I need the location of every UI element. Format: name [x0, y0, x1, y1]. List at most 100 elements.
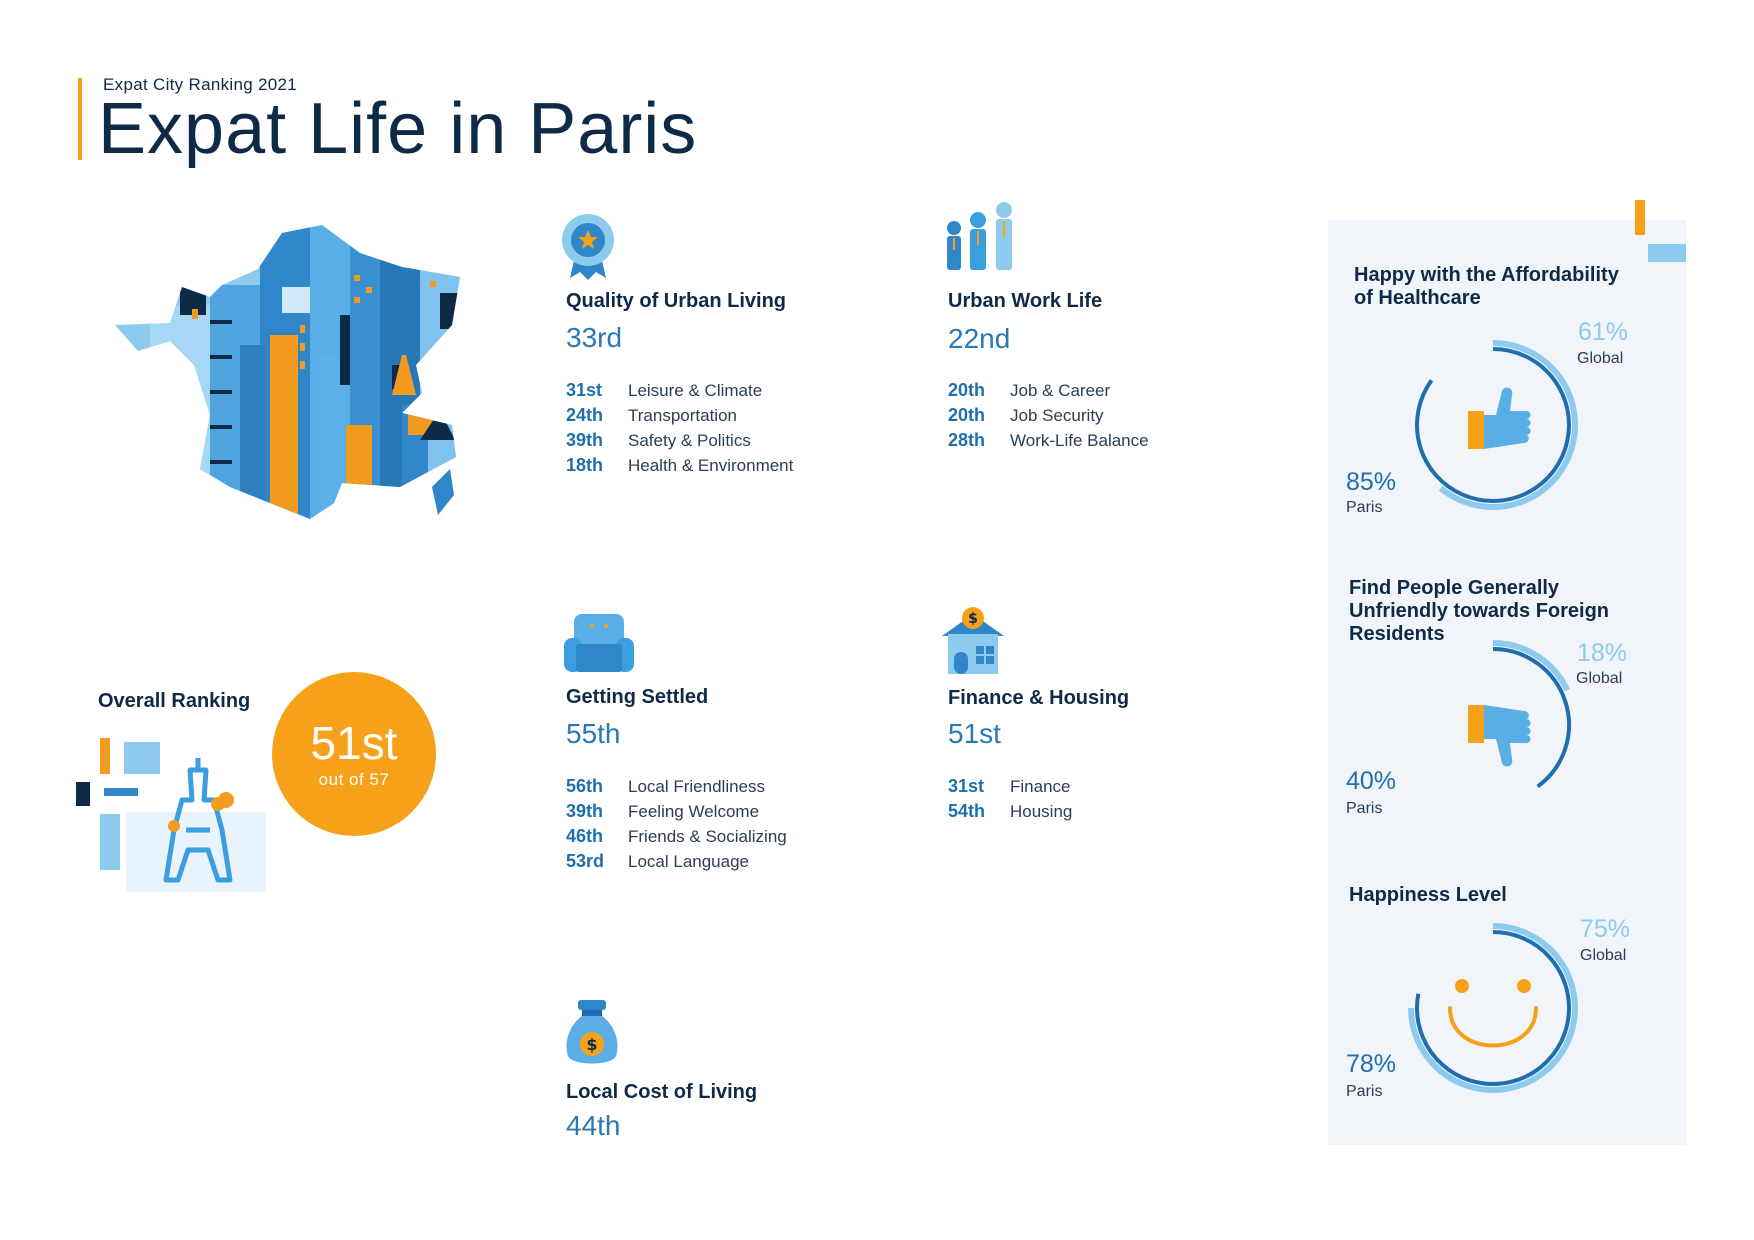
category-title-getting-settled: Getting Settled: [566, 686, 709, 708]
stat-ring-healthcare: [1415, 340, 1578, 510]
global-percent-healthcare: 61%: [1578, 318, 1629, 346]
list-item: 53rd Local Language: [566, 849, 787, 874]
sub-rank: 31st: [948, 776, 985, 796]
award-ribbon-icon: [562, 214, 614, 280]
paris-arc: [1492, 647, 1571, 789]
stat-title-line: Happiness Level: [1349, 884, 1507, 906]
france-city-illustration: [115, 225, 460, 519]
global-label-happiness: Global: [1580, 947, 1627, 964]
sub-rank: 54th: [948, 801, 986, 821]
category-rank-getting-settled: 55th: [566, 718, 621, 749]
paris-percent-happiness: 78%: [1346, 1050, 1397, 1078]
overall-rank-badge: 51st out of 57: [272, 672, 436, 836]
list-item: 39th Safety & Politics: [566, 428, 793, 453]
list-item: 20th Job & Career: [948, 378, 1149, 403]
stat-title-line: Happy with the Affordability: [1354, 264, 1619, 286]
business-people-icon: [947, 202, 1012, 270]
stat-title-healthcare: Happy with the Affordability of Healthca…: [1354, 264, 1619, 310]
sub-label: Safety & Politics: [628, 430, 751, 450]
stat-title-line: Unfriendly towards Foreign: [1349, 600, 1610, 622]
category-title-finance-housing: Finance & Housing: [948, 687, 1130, 709]
overall-rank-out-of: out of 57: [318, 770, 390, 789]
sub-ranking-list-getting-settled: 56th Local Friendliness 39th Feeling Welco…: [566, 774, 787, 874]
sub-label: Friends & Socializing: [628, 826, 787, 846]
stat-title-unfriendly: Find People Generally Unfriendly towards…: [1349, 577, 1609, 646]
category-title-urban-living: Quality of Urban Living: [566, 290, 787, 312]
paris-label-unfriendly: Paris: [1346, 800, 1383, 817]
list-item: 18th Health & Environment: [566, 453, 793, 478]
category-rank-finance-housing: 51st: [948, 718, 1001, 749]
statistics-panel: [1328, 220, 1686, 1145]
stat-title-line: of Healthcare: [1354, 287, 1481, 309]
category-rank-cost-of-living: 44th: [566, 1110, 621, 1141]
list-item: 24th Transportation: [566, 403, 793, 428]
sub-rank: 53rd: [566, 851, 605, 871]
sub-rank: 20th: [948, 380, 986, 400]
global-label-unfriendly: Global: [1576, 670, 1623, 687]
list-item: 46th Friends & Socializing: [566, 824, 787, 849]
list-item: 39th Feeling Welcome: [566, 799, 787, 824]
sub-rank: 39th: [566, 430, 604, 450]
list-item: 28th Work-Life Balance: [948, 428, 1149, 453]
paris-arc: [1415, 930, 1571, 1086]
global-percent-happiness: 75%: [1580, 915, 1631, 943]
svg-text:$: $: [968, 611, 978, 627]
corsica-shape: [432, 469, 454, 515]
paris-arc: [1415, 347, 1571, 503]
sub-rank: 18th: [566, 455, 604, 475]
global-percent-unfriendly: 18%: [1577, 639, 1628, 667]
sub-label: Housing: [1010, 801, 1073, 821]
global-arc: [1492, 640, 1570, 692]
sub-label: Feeling Welcome: [628, 801, 760, 821]
sub-rank: 24th: [566, 405, 604, 425]
sub-label: Work-Life Balance: [1010, 430, 1149, 450]
money-bag-icon: $: [566, 1000, 618, 1064]
list-item: 31st Leisure & Climate: [566, 378, 793, 403]
decorative-blue-block: [1648, 244, 1686, 262]
smiley-face-icon: [1448, 979, 1538, 1048]
sub-rank: 20th: [948, 405, 986, 425]
sub-ranking-list-urban-living: 31st Leisure & Climate 24th Transportation…: [566, 378, 793, 478]
category-rank-work-life: 22nd: [948, 323, 1011, 354]
category-rank-urban-living: 33rd: [566, 322, 623, 353]
sub-rank: 31st: [566, 380, 603, 400]
paris-percent-unfriendly: 40%: [1346, 767, 1397, 795]
svg-text:$: $: [586, 1035, 597, 1054]
armchair-icon: [564, 614, 634, 672]
paris-percent-healthcare: 85%: [1346, 468, 1397, 496]
sub-label: Local Language: [628, 851, 750, 871]
category-title-cost-of-living: Local Cost of Living: [566, 1081, 758, 1103]
list-item: 56th Local Friendliness: [566, 774, 787, 799]
sub-rank: 39th: [566, 801, 604, 821]
sub-rank: 28th: [948, 430, 986, 450]
global-arc: [1438, 340, 1578, 510]
sub-label: Job & Career: [1010, 380, 1111, 400]
page-title: Expat Life in Paris: [98, 89, 698, 169]
page-subtitle: Expat City Ranking 2021: [103, 75, 298, 94]
global-label-healthcare: Global: [1577, 350, 1624, 367]
sub-label: Leisure & Climate: [628, 380, 763, 400]
thumbs-up-icon: [1468, 387, 1531, 449]
sub-label: Health & Environment: [628, 455, 794, 475]
sub-ranking-list-finance-housing: 31st Finance 54th Housing: [948, 774, 1072, 824]
paris-label-healthcare: Paris: [1346, 499, 1383, 516]
eiffel-tower-illustration: [76, 738, 266, 892]
paris-label-happiness: Paris: [1346, 1083, 1383, 1100]
header-accent-bar: [78, 78, 82, 160]
thumbs-down-icon: [1468, 705, 1531, 767]
overall-ranking-label: Overall Ranking: [98, 690, 251, 712]
decorative-orange-bar: [1635, 200, 1645, 235]
list-item: 54th Housing: [948, 799, 1072, 824]
stat-title-happiness: Happiness Level: [1349, 884, 1507, 907]
stat-title-line: Residents: [1349, 623, 1445, 645]
stat-title-line: Find People Generally: [1349, 577, 1560, 599]
stat-ring-unfriendly: [1468, 640, 1571, 789]
list-item: 31st Finance: [948, 774, 1072, 799]
category-title-work-life: Urban Work Life: [948, 290, 1103, 312]
list-item: 20th Job Security: [948, 403, 1149, 428]
sub-rank: 56th: [566, 776, 604, 796]
house-dollar-icon: $: [942, 607, 1004, 674]
sub-label: Finance: [1010, 776, 1071, 796]
sub-ranking-list-work-life: 20th Job & Career 20th Job Security 28th Wo…: [948, 378, 1149, 453]
overall-rank-value: 51st: [310, 717, 398, 769]
